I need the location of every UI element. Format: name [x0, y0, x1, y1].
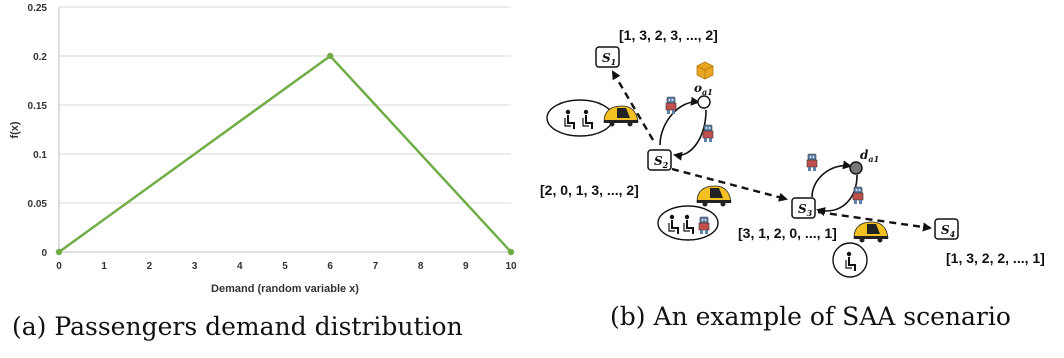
- caption-a: (a) Passengers demand distribution: [12, 312, 463, 341]
- caption-a-text: Passengers demand distribution: [54, 312, 463, 341]
- svg-text:S2: S2: [654, 154, 669, 170]
- chart-gridlines: [59, 6, 511, 204]
- x-tick-label: 6: [327, 261, 333, 272]
- y-tick-labels: 0 0.05 0.1 0.15 0.2 0.25: [28, 3, 48, 259]
- origin-label: oa1: [694, 81, 713, 97]
- passenger-group-s2: [546, 99, 639, 137]
- passenger-group-s3: [657, 185, 732, 241]
- x-axis-label: Demand (random variable x): [211, 283, 359, 295]
- data-point: [507, 248, 515, 256]
- state-letter: S: [602, 51, 611, 65]
- state-letter: S: [798, 202, 807, 216]
- y-tick-label: 0.15: [28, 101, 48, 112]
- shuttle-icon: [696, 185, 732, 207]
- x-tick-label: 5: [282, 261, 288, 272]
- destination-label: da1: [860, 148, 879, 164]
- x-tick-label: 8: [418, 261, 424, 272]
- state-s1: S1: [595, 46, 620, 68]
- robot-icon: [806, 153, 818, 172]
- x-tick-labels: 0 1 2 3 4 5 6 7 8 9 10: [56, 261, 517, 272]
- state-vector-s3: [3, 1, 2, 0, ..., 1]: [738, 225, 837, 241]
- origin-node: [697, 95, 711, 109]
- state-sub: 2: [662, 160, 669, 170]
- y-tick-label: 0.05: [28, 199, 48, 210]
- demand-distribution-chart: 0 0.05 0.1 0.15 0.2 0.25 0 1 2 3 4 5 6 7 8 9 10 Demand …: [9, 3, 517, 295]
- state-vector-s2: [2, 0, 1, 3, ..., 2]: [540, 182, 639, 198]
- state-sub: 1: [611, 57, 617, 67]
- caption-b-label: (b): [610, 302, 646, 331]
- state-vector-s4: [1, 3, 2, 2, ..., 1]: [946, 250, 1045, 266]
- data-point: [327, 52, 334, 60]
- svg-text:S1: S1: [602, 51, 616, 67]
- x-tick-label: 3: [192, 261, 198, 272]
- route-arrow-s3-s4: [817, 210, 932, 232]
- state-vector-s1: [1, 3, 2, 3, ..., 2]: [619, 27, 718, 43]
- robot-icon: [852, 186, 864, 205]
- x-tick-label: 4: [237, 261, 243, 272]
- x-tick-label: 7: [373, 261, 379, 272]
- state-sub: 3: [807, 208, 813, 218]
- route-arrow-s2-s1: [611, 70, 655, 141]
- state-s3: S3: [791, 197, 816, 219]
- y-tick-label: 0.25: [28, 3, 48, 14]
- destination-node: [849, 161, 863, 175]
- state-s2: S2: [647, 149, 672, 171]
- y-tick-label: 0.1: [33, 150, 47, 161]
- shuttle-icon: [853, 221, 889, 243]
- loop-origin-to-s2: [673, 109, 707, 161]
- route-arrow-s2-s3: [671, 167, 788, 202]
- state-s4: S4: [934, 218, 959, 240]
- loop-s2-to-origin: [659, 96, 700, 146]
- passenger-group-s4: [832, 221, 889, 278]
- x-tick-label: 10: [505, 261, 517, 272]
- data-point: [55, 248, 63, 256]
- svg-text:S3: S3: [798, 202, 813, 218]
- y-tick-label: 0.2: [33, 52, 47, 63]
- state-letter: S: [654, 154, 663, 168]
- robot-icon: [702, 124, 714, 143]
- caption-a-label: (a): [12, 312, 47, 341]
- state-letter: S: [941, 223, 950, 237]
- loop-destination-to-s3: [816, 174, 858, 216]
- x-tick-label: 0: [56, 261, 62, 272]
- robot-icon: [665, 96, 677, 115]
- svg-text:S4: S4: [941, 223, 956, 239]
- caption-b: (b) An example of SAA scenario: [610, 302, 1011, 331]
- package-icon: [696, 61, 714, 80]
- caption-b-text: An example of SAA scenario: [653, 302, 1011, 331]
- state-sub: 4: [950, 229, 956, 239]
- x-tick-label: 2: [147, 261, 153, 272]
- saa-scenario-diagram: S1 S2 S3 S4 oa1 da1: [540, 27, 1045, 278]
- x-tick-label: 1: [101, 261, 107, 272]
- chart-series: [55, 52, 515, 256]
- loop-s3-to-destination: [811, 160, 852, 198]
- y-axis-label: f(x): [9, 121, 21, 138]
- x-tick-label: 9: [463, 261, 469, 272]
- y-tick-label: 0: [41, 248, 47, 259]
